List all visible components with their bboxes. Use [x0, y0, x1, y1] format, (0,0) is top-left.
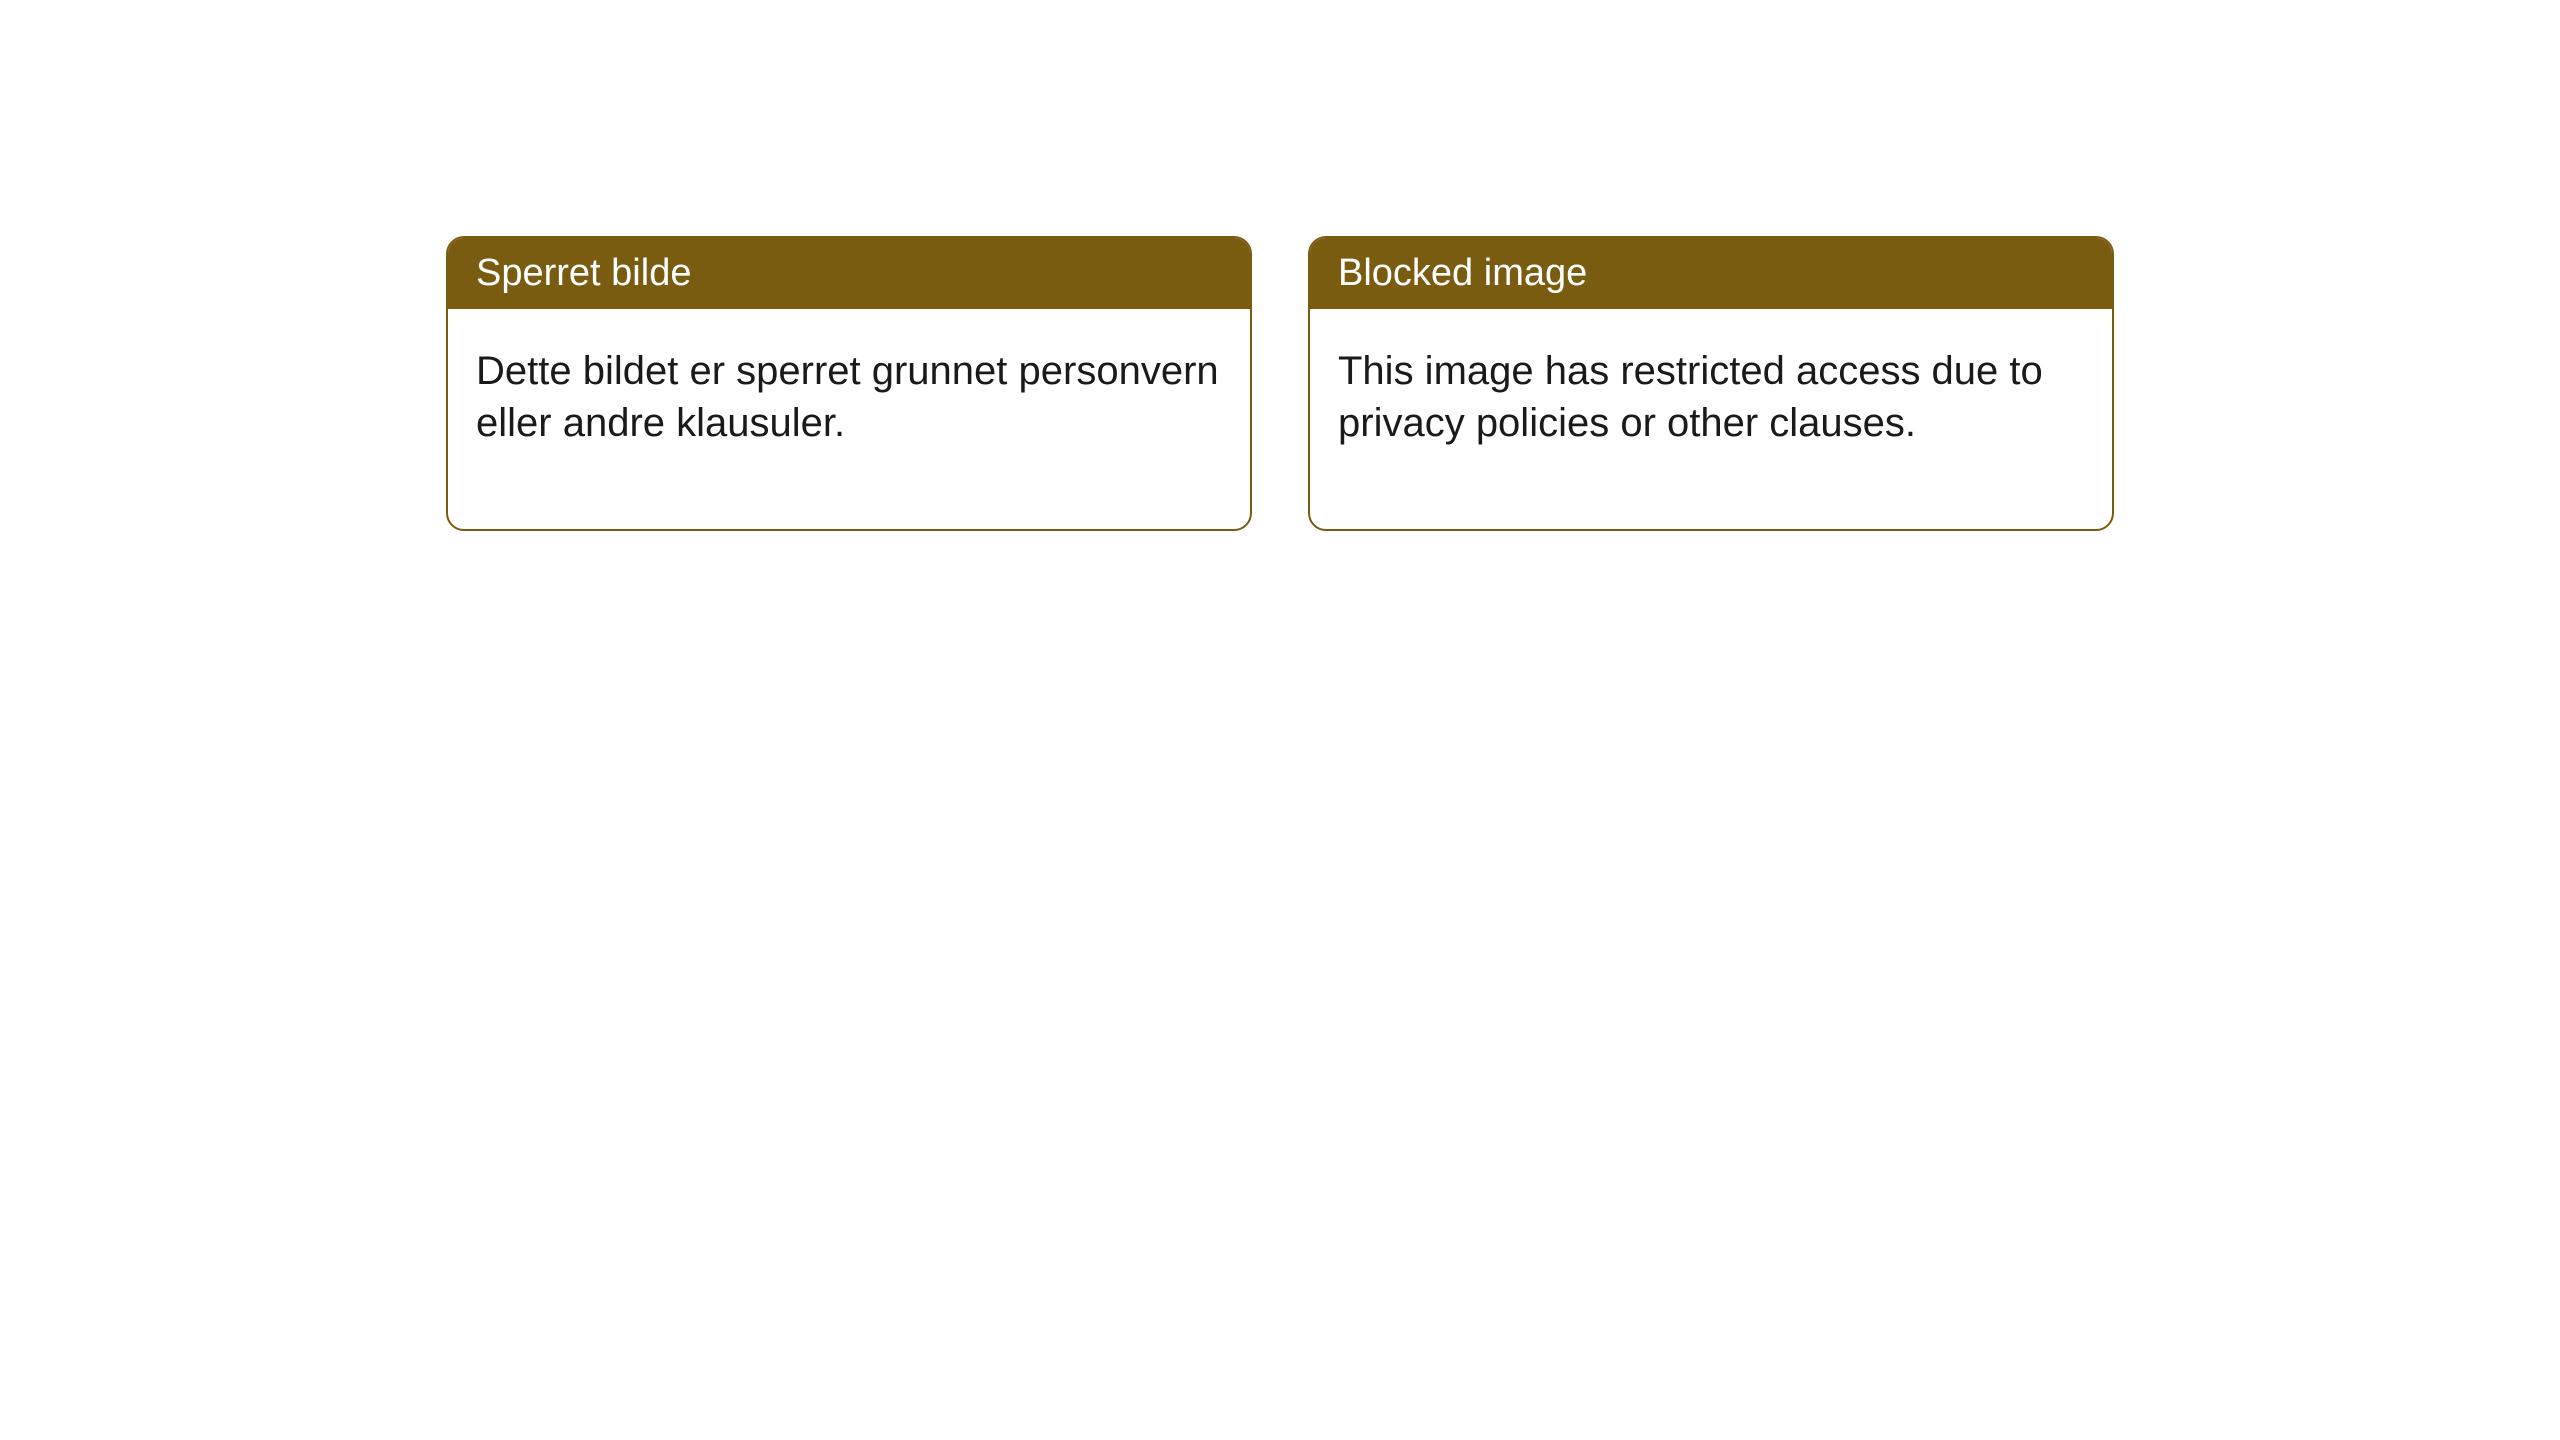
- card-body-text: This image has restricted access due to …: [1338, 349, 2043, 445]
- card-body: Dette bildet er sperret grunnet personve…: [448, 309, 1250, 529]
- notice-card-norwegian: Sperret bilde Dette bildet er sperret gr…: [446, 236, 1252, 531]
- card-header: Sperret bilde: [448, 238, 1250, 309]
- card-title: Blocked image: [1338, 252, 1587, 294]
- notice-card-english: Blocked image This image has restricted …: [1308, 236, 2114, 531]
- card-body: This image has restricted access due to …: [1310, 309, 2112, 529]
- notice-cards-container: Sperret bilde Dette bildet er sperret gr…: [446, 236, 2560, 531]
- card-header: Blocked image: [1310, 238, 2112, 309]
- card-body-text: Dette bildet er sperret grunnet personve…: [476, 349, 1219, 445]
- card-title: Sperret bilde: [476, 252, 691, 294]
